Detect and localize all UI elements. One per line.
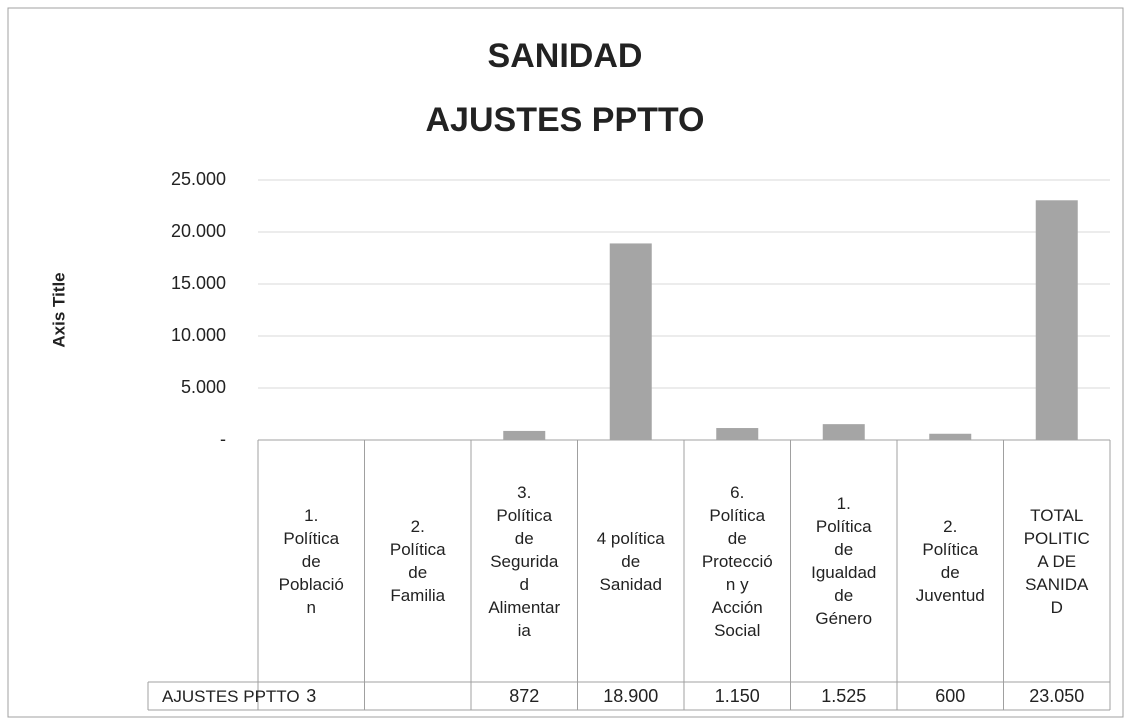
category-label: TOTAL POLITICA DE SANIDAD (1023, 505, 1090, 617)
data-label: 600 (935, 685, 966, 706)
y-tick-label: 25.000 (171, 169, 226, 189)
bar (716, 428, 759, 440)
y-tick-label: 15.000 (171, 273, 226, 293)
data-label: 872 (509, 685, 540, 706)
bar (609, 243, 652, 440)
category-label: 6. Política de Protección y Acción Socia… (701, 482, 773, 640)
category-label: 1. Política de Igualdad de Género (811, 494, 877, 628)
chart-subtitle: AJUSTES PPTTO (426, 101, 705, 139)
y-tick-label: 20.000 (171, 221, 226, 241)
category-label: 2. Política de Familia (389, 517, 446, 605)
category-label: 1. Política de Población (278, 505, 344, 617)
y-axis-title: Axis Title (49, 272, 68, 347)
y-tick-label: 5.000 (181, 377, 226, 397)
chart-title: SANIDAD (488, 37, 643, 75)
data-label: 1.525 (821, 685, 867, 706)
bar (822, 424, 865, 440)
data-label: 18.900 (603, 685, 659, 706)
data-label: 3 (306, 685, 317, 706)
data-label: 23.050 (1029, 685, 1085, 706)
category-label: 3. Política de Seguridad Alimentaria (488, 482, 561, 640)
category-label: 2. Política de Juventud (915, 517, 985, 605)
category-label: 4 política de Sanidad (596, 528, 665, 594)
legend-entry: AJUSTES PPTTO (148, 682, 300, 710)
bar (929, 433, 972, 440)
y-tick-label: 10.000 (171, 325, 226, 345)
bar (503, 430, 546, 440)
y-tick-label: - (220, 429, 226, 449)
legend-label: AJUSTES PPTTO (162, 686, 300, 706)
chart-border (7, 7, 1124, 718)
data-label: 1.150 (714, 685, 760, 706)
bar (1035, 200, 1078, 440)
